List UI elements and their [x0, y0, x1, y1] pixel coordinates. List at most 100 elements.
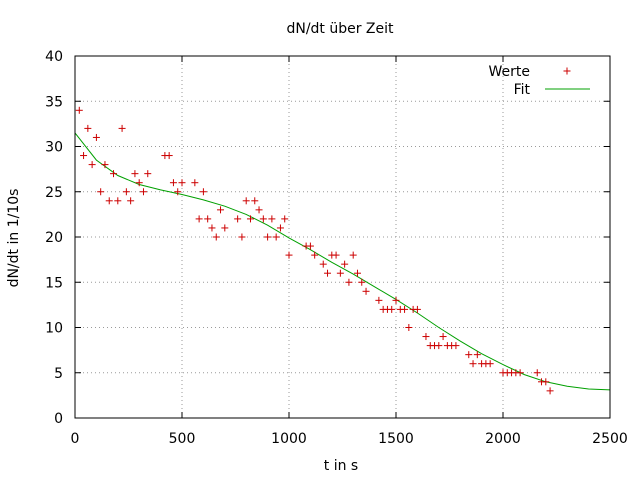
data-point: [204, 215, 212, 223]
data-point: [388, 305, 396, 313]
data-point: [336, 269, 344, 277]
data-point: [516, 369, 524, 377]
data-point: [234, 215, 242, 223]
data-point: [332, 251, 340, 259]
data-point: [75, 106, 83, 114]
x-tick-label: 1500: [378, 431, 414, 447]
data-point: [212, 233, 220, 241]
data-point: [105, 197, 113, 205]
data-point: [435, 342, 443, 350]
x-tick-label: 500: [169, 431, 196, 447]
data-point: [135, 179, 143, 187]
plot-frame: [74, 55, 611, 419]
data-point: [268, 215, 276, 223]
data-point: [174, 188, 182, 196]
data-point: [251, 197, 259, 205]
data-point: [306, 242, 314, 250]
y-tick-label: 35: [45, 94, 63, 110]
y-tick-label: 5: [54, 366, 63, 382]
legend-marker-werte: [563, 67, 571, 75]
fit-line: [74, 132, 611, 391]
data-point: [375, 296, 383, 304]
data-point: [345, 278, 353, 286]
data-point: [246, 215, 254, 223]
fit-series: [74, 132, 611, 391]
data-point: [473, 351, 481, 359]
data-point: [422, 333, 430, 341]
data-point: [259, 215, 267, 223]
data-point: [465, 351, 473, 359]
data-point: [242, 197, 250, 205]
data-point: [118, 124, 126, 132]
data-point: [131, 170, 139, 178]
data-point: [101, 161, 109, 169]
data-point: [542, 378, 550, 386]
y-tick-label: 25: [45, 185, 63, 201]
data-point: [353, 269, 361, 277]
x-tick-label: 2500: [592, 431, 628, 447]
data-point: [533, 369, 541, 377]
data-point: [452, 342, 460, 350]
data-point: [311, 251, 319, 259]
data-point: [199, 188, 207, 196]
y-tick-label: 0: [54, 411, 63, 427]
data-point: [178, 179, 186, 187]
data-point: [405, 324, 413, 331]
data-point: [165, 152, 173, 160]
data-point: [238, 233, 246, 241]
data-point: [217, 206, 225, 214]
data-point: [122, 188, 130, 196]
data-point: [88, 161, 96, 169]
grid: [75, 56, 610, 418]
x-axis-label: t in s: [324, 458, 358, 474]
x-tick-label: 0: [71, 431, 80, 447]
data-point: [546, 387, 554, 395]
data-point: [401, 305, 409, 313]
data-point: [281, 215, 289, 223]
data-point: [97, 188, 105, 196]
y-tick-label: 30: [45, 140, 63, 156]
data-point: [349, 251, 357, 259]
data-point: [144, 170, 152, 178]
y-tick-label: 20: [45, 230, 63, 246]
x-tick-label: 1000: [271, 431, 307, 447]
data-point: [264, 233, 272, 241]
legend: Werte Fit: [489, 64, 590, 98]
y-axis-ticks: 0 5 10 15 20 25 30 35 40: [45, 49, 610, 427]
data-point: [285, 251, 293, 259]
data-point: [127, 197, 135, 205]
legend-label-werte: Werte: [489, 64, 531, 80]
data-point: [413, 305, 421, 313]
data-point: [392, 296, 400, 304]
x-tick-label: 2000: [485, 431, 521, 447]
data-point: [486, 360, 494, 368]
data-point: [92, 133, 100, 141]
legend-label-fit: Fit: [514, 82, 531, 98]
data-point: [272, 233, 280, 241]
data-point: [439, 333, 447, 341]
data-point: [276, 224, 284, 232]
data-point: [139, 188, 147, 196]
data-point: [341, 260, 349, 268]
y-tick-label: 15: [45, 275, 63, 291]
x-axis-ticks: 0 500 1000 1500 2000 2500: [71, 56, 628, 447]
data-point: [319, 260, 327, 268]
data-point: [169, 179, 177, 187]
chart-title: dN/dt über Zeit: [286, 21, 394, 37]
data-point: [255, 206, 263, 214]
y-axis-label: dN/dt in 1/10s: [6, 189, 22, 288]
data-point: [114, 197, 122, 205]
data-point: [221, 224, 229, 232]
werte-series: [75, 106, 554, 395]
data-point: [362, 287, 370, 295]
data-point: [358, 278, 366, 286]
data-point: [324, 269, 332, 277]
data-point: [208, 224, 216, 232]
data-point: [469, 360, 477, 368]
data-point: [191, 179, 199, 187]
data-point: [110, 170, 118, 178]
data-point: [195, 215, 203, 223]
data-point: [80, 152, 88, 160]
y-tick-label: 40: [45, 49, 63, 65]
